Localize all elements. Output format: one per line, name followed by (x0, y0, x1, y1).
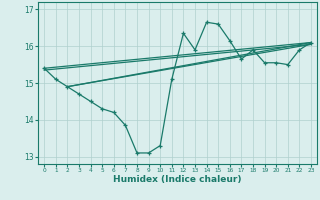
X-axis label: Humidex (Indice chaleur): Humidex (Indice chaleur) (113, 175, 242, 184)
